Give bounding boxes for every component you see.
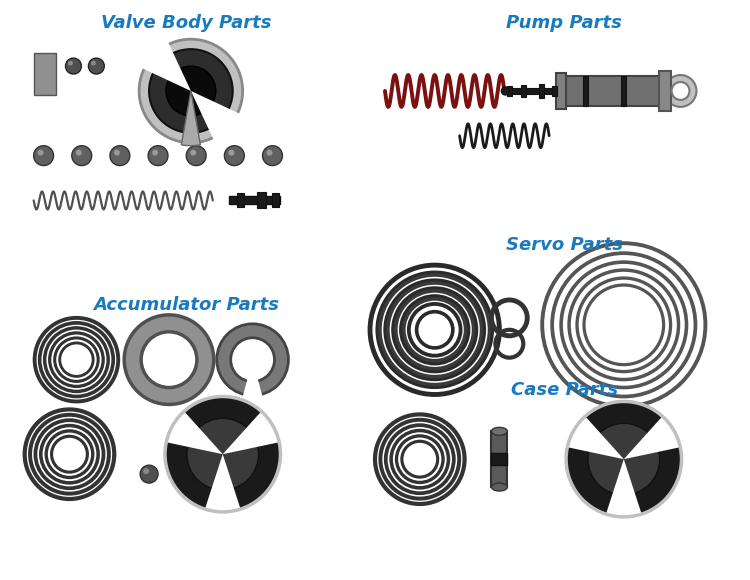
Circle shape [149, 49, 232, 133]
Circle shape [186, 146, 206, 166]
Wedge shape [242, 360, 263, 400]
Circle shape [165, 397, 280, 512]
Bar [556, 73, 566, 109]
Bar [621, 76, 626, 106]
Bar [272, 194, 280, 208]
Circle shape [588, 423, 660, 495]
Bar [507, 88, 555, 94]
Circle shape [141, 332, 196, 387]
Circle shape [231, 338, 274, 382]
Bar [491, 432, 507, 487]
Circle shape [34, 146, 53, 166]
Wedge shape [161, 408, 223, 454]
Bar [237, 194, 244, 208]
Circle shape [124, 315, 214, 404]
Circle shape [187, 418, 259, 490]
Circle shape [262, 146, 283, 166]
Circle shape [166, 66, 216, 116]
Ellipse shape [491, 427, 507, 436]
Bar [539, 84, 544, 98]
Bar [34, 53, 56, 95]
Circle shape [266, 150, 272, 155]
Wedge shape [140, 41, 191, 91]
Circle shape [72, 146, 92, 166]
Bar [229, 197, 280, 204]
Text: Pump Parts: Pump Parts [506, 14, 622, 32]
Circle shape [566, 401, 682, 517]
Text: Case Parts: Case Parts [511, 380, 618, 398]
Circle shape [143, 468, 149, 474]
Circle shape [68, 60, 73, 66]
Circle shape [502, 87, 509, 95]
Circle shape [664, 75, 697, 107]
Wedge shape [203, 454, 242, 517]
Circle shape [152, 150, 158, 155]
Circle shape [228, 150, 234, 155]
Circle shape [91, 60, 96, 66]
Bar [521, 85, 526, 97]
Wedge shape [624, 412, 686, 459]
Bar [491, 453, 507, 465]
Wedge shape [604, 459, 644, 522]
Circle shape [190, 150, 196, 155]
Circle shape [38, 150, 44, 155]
Wedge shape [191, 91, 242, 142]
Circle shape [140, 39, 243, 143]
Wedge shape [223, 408, 284, 454]
Circle shape [114, 150, 120, 155]
Bar [552, 86, 557, 96]
Wedge shape [182, 91, 200, 146]
Circle shape [76, 150, 82, 155]
Text: Valve Body Parts: Valve Body Parts [100, 14, 272, 32]
Bar [583, 76, 588, 106]
Circle shape [217, 324, 289, 396]
Circle shape [88, 58, 104, 74]
Bar [256, 193, 265, 208]
Circle shape [110, 146, 130, 166]
Bar [507, 86, 512, 96]
Circle shape [140, 465, 158, 483]
Text: Accumulator Parts: Accumulator Parts [93, 296, 279, 314]
Text: Servo Parts: Servo Parts [506, 236, 622, 254]
Circle shape [224, 146, 245, 166]
Circle shape [671, 82, 689, 100]
Circle shape [148, 146, 168, 166]
Ellipse shape [491, 483, 507, 491]
Circle shape [65, 58, 82, 74]
Bar [658, 71, 670, 111]
Wedge shape [562, 412, 624, 459]
Bar [561, 76, 661, 106]
